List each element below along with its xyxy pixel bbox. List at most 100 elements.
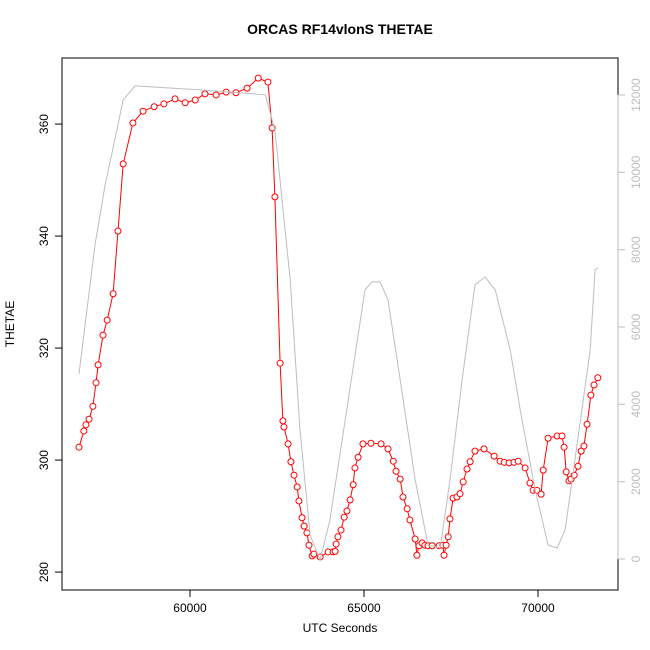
data-point — [526, 479, 534, 487]
y-tick-label: 340 — [37, 226, 51, 246]
data-point — [367, 439, 375, 447]
data-point — [537, 490, 545, 498]
y2-tick-label: 8000 — [629, 236, 643, 263]
data-point — [442, 541, 450, 549]
data-point — [459, 478, 467, 486]
x-tick-label: 65000 — [347, 601, 381, 615]
data-point — [280, 423, 288, 431]
y-tick-label: 360 — [37, 114, 51, 134]
data-point — [590, 381, 598, 389]
data-point — [594, 374, 602, 382]
data-point — [80, 427, 88, 435]
data-point — [377, 440, 385, 448]
data-point — [514, 457, 522, 465]
data-point — [463, 465, 471, 473]
data-point — [271, 193, 279, 201]
data-point — [119, 160, 127, 168]
y2-tick-label: 6000 — [629, 313, 643, 340]
y-axis-label: THETAE — [3, 301, 17, 347]
data-point — [85, 415, 93, 423]
data-point — [284, 440, 292, 448]
data-point — [300, 522, 308, 530]
data-point — [82, 421, 90, 429]
data-point — [295, 497, 303, 505]
data-point — [574, 462, 582, 470]
data-point — [396, 475, 404, 483]
series-line — [78, 77, 599, 558]
data-point — [331, 547, 339, 555]
data-point — [346, 496, 354, 504]
data-point — [359, 440, 367, 448]
data-point — [310, 550, 318, 558]
data-point — [181, 99, 189, 107]
data-point — [212, 91, 220, 99]
x-tick-label: 70000 — [521, 601, 555, 615]
data-point — [471, 447, 479, 455]
data-point — [160, 100, 168, 108]
y2-tick-label: 4000 — [629, 391, 643, 418]
data-point — [340, 513, 348, 521]
data-point — [466, 458, 474, 466]
data-point — [406, 516, 414, 524]
data-point — [303, 529, 311, 537]
data-point — [337, 526, 345, 534]
y-tick-label: 280 — [37, 562, 51, 582]
data-point — [254, 74, 262, 82]
data-point — [351, 464, 359, 472]
y2-tick-label: 10000 — [629, 155, 643, 189]
data-point — [384, 445, 392, 453]
data-point — [94, 361, 102, 369]
data-point — [580, 442, 588, 450]
data-point — [583, 420, 591, 428]
data-point — [334, 533, 342, 541]
data-point — [560, 443, 568, 451]
chart-title: ORCAS RF14vlonS THETAE — [247, 21, 433, 37]
data-point — [343, 507, 351, 515]
data-point — [109, 290, 117, 298]
x-tick-label: 60000 — [173, 601, 207, 615]
data-point — [413, 551, 421, 559]
plot-box — [61, 57, 619, 591]
data-point — [389, 457, 397, 465]
data-point — [129, 119, 137, 127]
data-point — [480, 445, 488, 453]
data-point — [279, 417, 287, 425]
data-point — [354, 453, 362, 461]
data-point — [293, 483, 301, 491]
data-point — [150, 103, 158, 111]
data-point — [276, 359, 284, 367]
data-point — [539, 466, 547, 474]
data-point — [75, 443, 83, 451]
data-point — [201, 90, 209, 98]
data-point — [521, 464, 529, 472]
data-point — [587, 391, 595, 399]
data-point — [287, 458, 295, 466]
data-point — [349, 481, 357, 489]
y-tick-label: 320 — [37, 338, 51, 358]
data-point — [544, 434, 552, 442]
data-point — [114, 227, 122, 235]
data-point — [332, 540, 340, 548]
y2-tick-label: 2000 — [629, 468, 643, 495]
data-point — [290, 471, 298, 479]
data-point — [99, 331, 107, 339]
y-tick-label: 300 — [37, 450, 51, 470]
x-axis-label: UTC Seconds — [303, 621, 378, 635]
data-point — [139, 107, 147, 115]
data-point — [298, 514, 306, 522]
data-point — [490, 452, 498, 460]
data-point — [558, 432, 566, 440]
data-point — [392, 467, 400, 475]
data-point — [171, 95, 179, 103]
data-point — [562, 468, 570, 476]
y2-tick-label: 12000 — [629, 78, 643, 112]
data-point — [444, 533, 452, 541]
data-point — [446, 515, 454, 523]
data-point — [103, 316, 111, 324]
data-point — [191, 96, 199, 104]
data-point — [403, 505, 411, 513]
y2-tick-label: 0 — [629, 555, 643, 562]
data-point — [456, 490, 464, 498]
data-point — [92, 379, 100, 387]
